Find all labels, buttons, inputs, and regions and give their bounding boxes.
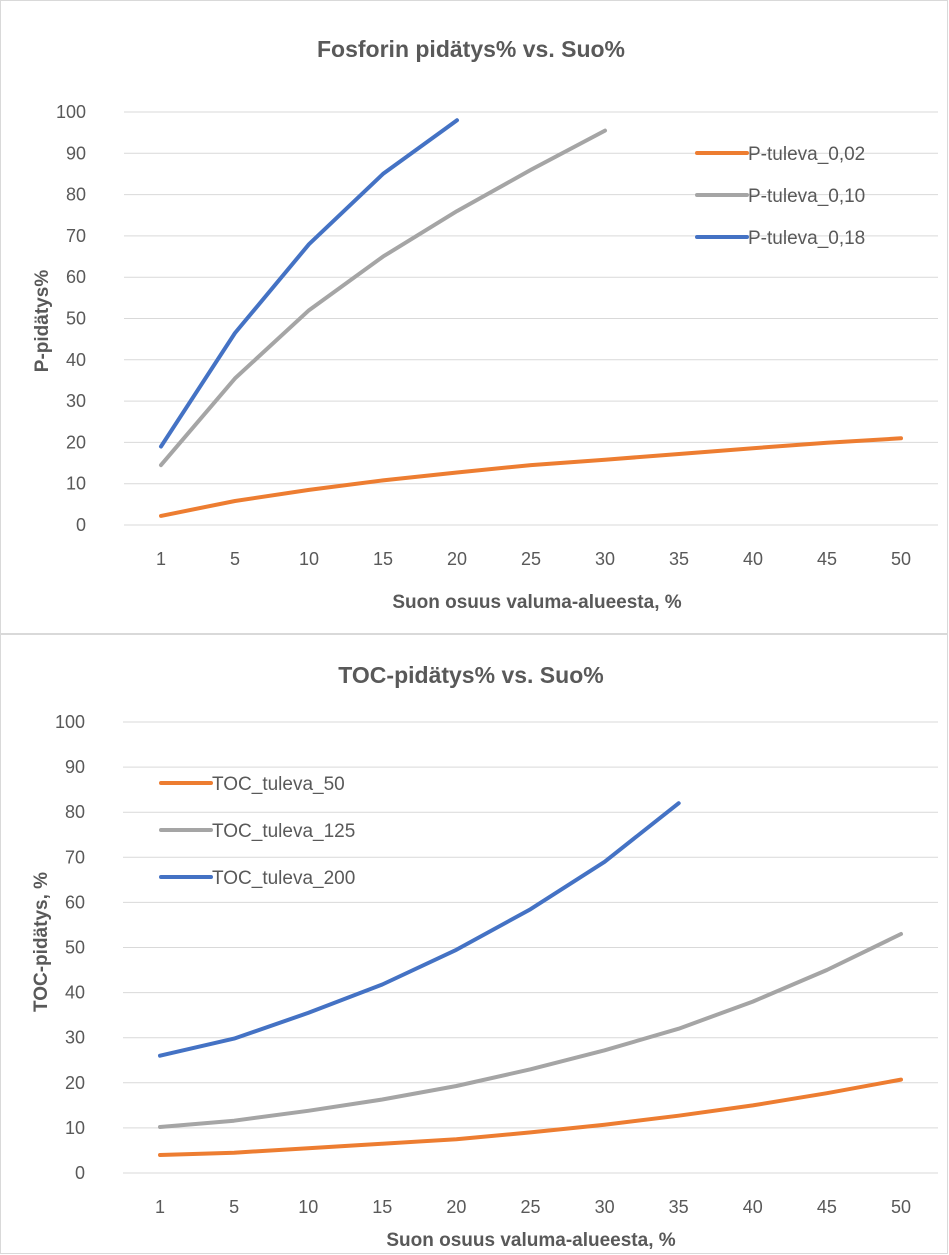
y-tick-label: 20 xyxy=(65,1073,85,1093)
legend-label: TOC_tuleva_50 xyxy=(212,774,345,795)
y-tick-label: 0 xyxy=(76,515,86,535)
y-tick-label: 70 xyxy=(66,226,86,246)
x-tick-label: 10 xyxy=(299,549,319,569)
x-axis-title: Suon osuus valuma-alueesta, % xyxy=(392,592,681,613)
x-tick-label: 15 xyxy=(373,549,393,569)
x-tick-label: 50 xyxy=(891,549,911,569)
chart-panel-phosphorus: Fosforin pidätys% vs. Suo% 0 10 20 30 40 50 60… xyxy=(0,0,948,634)
y-tick-label: 100 xyxy=(56,102,86,122)
y-tick-label: 90 xyxy=(66,143,86,163)
x-tick-label: 25 xyxy=(520,1197,540,1217)
x-tick-label: 30 xyxy=(595,549,615,569)
series-line xyxy=(159,118,459,449)
x-tick-label: 45 xyxy=(817,1197,837,1217)
y-tick-label: 80 xyxy=(65,802,85,822)
y-tick-label: 30 xyxy=(66,391,86,411)
y-tick-label: 90 xyxy=(65,757,85,777)
x-tick-label: 20 xyxy=(446,1197,466,1217)
x-tick-label: 40 xyxy=(743,549,763,569)
series-line xyxy=(159,436,903,518)
x-tick-label: 1 xyxy=(156,549,166,569)
y-tick-label: 50 xyxy=(65,938,85,958)
y-tick-label: 80 xyxy=(66,185,86,205)
chart-panel-toc: TOC-pidätys% vs. Suo% 0 10 20 30 40 50 60 70 80 9… xyxy=(0,634,948,1254)
x-tick-label: 30 xyxy=(595,1197,615,1217)
chart-title: Fosforin pidätys% vs. Suo% xyxy=(317,36,625,62)
x-tick-label: 25 xyxy=(521,549,541,569)
x-tick-label: 5 xyxy=(230,549,240,569)
y-tick-label: 20 xyxy=(66,432,86,452)
legend-label: TOC_tuleva_200 xyxy=(212,868,355,889)
chart-title: TOC-pidätys% vs. Suo% xyxy=(338,662,603,688)
x-tick-label: 5 xyxy=(229,1197,239,1217)
y-tick-label: 40 xyxy=(65,983,85,1003)
y-tick-label: 60 xyxy=(66,267,86,287)
x-tick-label: 20 xyxy=(447,549,467,569)
series-line xyxy=(159,128,607,468)
legend-label: P-tuleva_0,10 xyxy=(748,186,865,207)
x-tick-label: 35 xyxy=(669,1197,689,1217)
x-tick-label: 1 xyxy=(155,1197,165,1217)
y-axis-title: P-pidätys% xyxy=(32,270,53,373)
phosphorus-retention-chart: Fosforin pidätys% vs. Suo% 0 10 20 30 40 50 60… xyxy=(32,36,938,613)
x-tick-label: 45 xyxy=(817,549,837,569)
legend-label: TOC_tuleva_125 xyxy=(212,821,355,842)
x-tick-label: 10 xyxy=(298,1197,318,1217)
y-tick-label: 0 xyxy=(75,1163,85,1183)
x-tick-label: 50 xyxy=(891,1197,911,1217)
series-line xyxy=(158,1077,903,1157)
series-line xyxy=(158,801,681,1058)
x-tick-label: 35 xyxy=(669,549,689,569)
y-tick-label: 70 xyxy=(65,847,85,867)
x-tick-label: 15 xyxy=(372,1197,392,1217)
y-tick-label: 100 xyxy=(55,712,85,732)
legend-label: P-tuleva_0,18 xyxy=(748,228,865,249)
y-tick-label: 50 xyxy=(66,309,86,329)
legend-label: P-tuleva_0,02 xyxy=(748,144,865,165)
y-axis-title: TOC-pidätys, % xyxy=(31,872,52,1012)
y-tick-label: 60 xyxy=(65,892,85,912)
x-axis-title: Suon osuus valuma-alueesta, % xyxy=(386,1230,675,1251)
y-tick-label: 30 xyxy=(65,1028,85,1048)
x-tick-label: 40 xyxy=(743,1197,763,1217)
y-tick-label: 10 xyxy=(65,1118,85,1138)
y-tick-label: 40 xyxy=(66,350,86,370)
y-tick-label: 10 xyxy=(66,474,86,494)
series-line xyxy=(158,932,903,1129)
toc-retention-chart: TOC-pidätys% vs. Suo% 0 10 20 30 40 50 60 70 80 9… xyxy=(31,662,938,1251)
